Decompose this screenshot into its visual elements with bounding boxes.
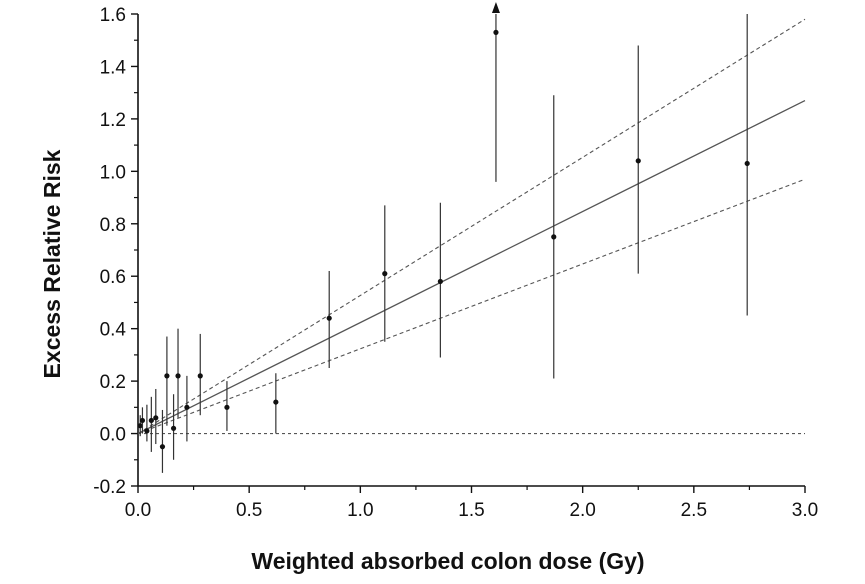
data-point [164, 336, 170, 426]
x-tick-label: 0.5 [236, 500, 262, 521]
lower-95-ci-line [137, 178, 806, 435]
x-tick-label: 2.5 [681, 500, 707, 521]
y-tick-label: 1.6 [100, 5, 126, 26]
data-point [551, 95, 557, 379]
y-tick-label: 1.2 [100, 110, 126, 131]
x-tick-label: 3.0 [792, 500, 818, 521]
point-marker [224, 404, 230, 410]
point-marker [137, 423, 143, 429]
data-point [139, 407, 146, 434]
point-marker [153, 415, 159, 421]
data-point [491, 2, 500, 182]
point-marker [635, 158, 641, 164]
data-point [273, 373, 279, 434]
y-tick-label: 0.6 [100, 267, 126, 288]
data-point [175, 328, 181, 418]
data-point [326, 270, 332, 368]
data-point [437, 202, 443, 358]
point-marker [139, 417, 146, 424]
y-tick-label: 0.4 [100, 320, 127, 341]
y-tick-label: 1.0 [100, 162, 126, 183]
data-point [159, 409, 166, 473]
point-marker [273, 399, 279, 405]
point-marker [326, 315, 332, 321]
x-axis-title: Weighted absorbed colon dose (Gy) [251, 548, 644, 574]
y-tick-label: 0.2 [100, 372, 126, 393]
data-point [224, 381, 230, 431]
data-point [744, 14, 750, 316]
point-marker [551, 234, 557, 240]
data-point [137, 415, 143, 437]
x-tick-label: 0.0 [125, 500, 151, 521]
point-marker [744, 160, 750, 167]
arrow-up-icon [491, 2, 500, 13]
point-marker [159, 444, 166, 450]
data-points [137, 2, 750, 473]
data-point [184, 375, 190, 442]
point-marker [175, 373, 181, 379]
upper-95-ci-line [137, 18, 806, 435]
x-tick-label: 1.0 [347, 500, 373, 521]
data-point [635, 45, 641, 274]
point-marker [148, 417, 154, 424]
fit-lines [137, 18, 806, 435]
y-tick-label: -0.2 [93, 477, 126, 498]
linear-fit-line [137, 99, 806, 435]
data-point [144, 404, 150, 442]
axes: 0.0 0.5 1.0 1.5 2.0 2.5 3.0-0.20.00.20.40.60.8… [93, 5, 818, 521]
y-tick-label: 0.8 [100, 215, 126, 236]
point-marker [170, 425, 177, 431]
point-marker [493, 29, 499, 35]
point-marker [382, 271, 388, 277]
y-axis-title: Excess Relative Risk [39, 149, 65, 378]
data-point [197, 333, 203, 416]
data-point [148, 396, 154, 452]
data-point [170, 394, 177, 460]
x-tick-label: 2.0 [569, 500, 595, 521]
point-marker [144, 428, 150, 434]
y-tick-label: 0.0 [100, 425, 126, 446]
point-marker [437, 278, 443, 285]
x-tick-label: 1.5 [458, 500, 484, 521]
y-tick-label: 1.4 [100, 57, 127, 78]
point-marker [184, 404, 190, 410]
point-marker [197, 373, 203, 379]
point-marker [164, 373, 170, 379]
data-point [153, 388, 159, 445]
data-point [382, 205, 388, 342]
